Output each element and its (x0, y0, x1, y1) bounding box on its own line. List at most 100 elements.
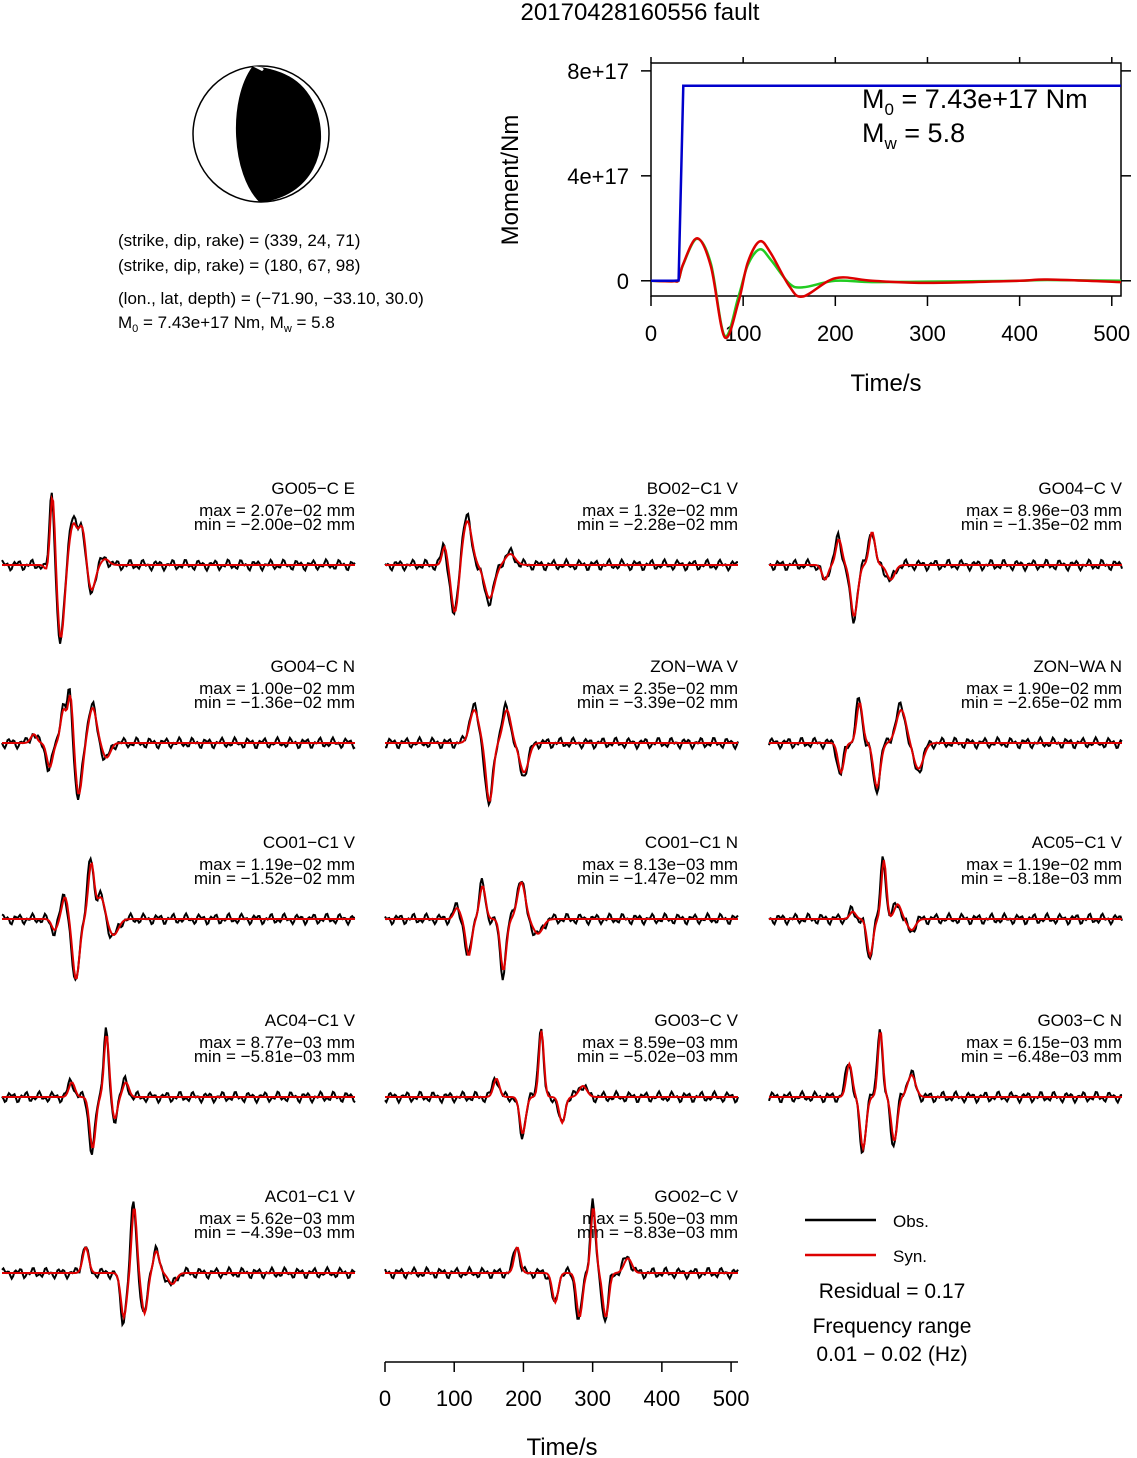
trace-max-label: max = 1.32e−02 mm (582, 501, 738, 520)
moment-xtick-label: 500 (1093, 321, 1130, 346)
moment-plot-series (650, 84, 1122, 340)
trace-station-label: CO01−C1 N (645, 833, 738, 852)
trace-min-label: min = −2.00e−02 mm (194, 515, 355, 534)
observed-trace (768, 696, 1123, 797)
trace-station-label: BO02−C1 V (647, 479, 739, 498)
trace-min-label: min = −5.02e−03 mm (577, 1047, 738, 1066)
observed-trace (768, 1029, 1123, 1155)
m0-subscript: 0 (132, 323, 138, 335)
waveform-xtick-label: 300 (574, 1386, 611, 1411)
observed-trace (1, 855, 356, 982)
residual-text: Residual = 0.17 (819, 1280, 966, 1303)
observed-trace (384, 512, 738, 616)
moment-plot-frame (650, 62, 1122, 297)
inset-mw-value: = 5.8 (897, 118, 965, 148)
mw-subscript: w (283, 323, 292, 335)
trace-max-label: max = 2.07e−02 mm (199, 501, 355, 520)
m0-symbol: M (118, 313, 132, 332)
trace-station-label: ZON−WA V (650, 657, 738, 676)
waveform-xtick-label: 0 (379, 1386, 391, 1411)
observed-trace (384, 878, 739, 981)
trace-min-label: min = −8.18e−03 mm (961, 869, 1122, 888)
legend-syn-label: Syn. (893, 1247, 927, 1266)
trace-max-label: max = 6.15e−03 mm (966, 1033, 1122, 1052)
synthetic-trace (769, 859, 1122, 959)
trace-min-label: min = −1.35e−02 mm (961, 515, 1122, 534)
moment-ytick-label: 4e+17 (567, 164, 629, 189)
synthetic-trace (2, 494, 355, 638)
figure-title: 20170428160556 fault (521, 0, 760, 26)
trace-max-label: max = 2.35e−02 mm (582, 679, 738, 698)
trace-min-label: min = −1.47e−02 mm (577, 869, 738, 888)
synthetic-trace (385, 1208, 738, 1318)
trace-min-label: min = −1.36e−02 mm (194, 693, 355, 712)
inset-mw-symbol: M (862, 118, 885, 148)
trace-max-label: max = 1.90e−02 mm (966, 679, 1122, 698)
waveform-time-axis-label: Time/s (526, 1434, 597, 1458)
nodal-plane-1: (strike, dip, rake) = (339, 24, 71) (118, 231, 360, 250)
synthetic-trace (769, 1032, 1122, 1153)
observed-trace (384, 699, 739, 808)
trace-max-label: max = 8.13e−03 mm (582, 855, 738, 874)
trace-station-label: CO01−C1 V (263, 833, 356, 852)
location-depth: (lon., lat, depth) = (−71.90, −33.10, 30… (118, 289, 424, 308)
trace-min-label: min = −3.39e−02 mm (577, 693, 738, 712)
synthetic-trace (385, 881, 738, 971)
moment-xtick-label: 300 (909, 321, 946, 346)
waveform-xtick-label: 400 (644, 1386, 681, 1411)
trace-max-label: max = 8.96e−03 mm (966, 501, 1122, 520)
cumulative-moment-line (651, 84, 1121, 283)
inset-mw-label: Mw = 5.8 (862, 118, 965, 153)
synthetic-trace (385, 1030, 738, 1134)
trace-station-label: AC05−C1 V (1032, 833, 1123, 852)
inset-m0-symbol: M (862, 84, 885, 114)
inset-mw-subscript: w (884, 134, 898, 153)
trace-max-label: max = 8.59e−03 mm (582, 1033, 738, 1052)
synthetic-trace (769, 531, 1122, 617)
synthetic-trace (385, 708, 738, 802)
moment-plot-ylabel: Moment/Nm (497, 115, 524, 246)
trace-min-label: min = −2.28e−02 mm (577, 515, 738, 534)
synthetic-trace (769, 702, 1122, 790)
observed-trace (768, 529, 1123, 624)
inset-m0-label: M0 = 7.43e+17 Nm (862, 84, 1088, 119)
beachball-compressional-quadrant (235, 65, 322, 203)
synthetic-trace (2, 861, 355, 980)
moment-ytick-label: 8e+17 (567, 59, 629, 84)
synthetic-trace (2, 694, 355, 795)
moment-magnitude-summary: M0 = 7.43e+17 Nm, Mw = 5.8 (118, 313, 335, 335)
trace-station-label: GO02−C V (654, 1187, 738, 1206)
trace-min-label: min = −1.52e−02 mm (194, 869, 355, 888)
trace-station-label: GO03−C V (654, 1011, 738, 1030)
frequency-range-title: Frequency range (813, 1315, 972, 1338)
inset-m0-value: = 7.43e+17 Nm (894, 84, 1088, 114)
frequency-range-value: 0.01 − 0.02 (Hz) (816, 1343, 967, 1366)
trace-max-label: max = 8.77e−03 mm (199, 1033, 355, 1052)
moment-xtick-label: 400 (1001, 321, 1038, 346)
synthetic-trace (2, 1035, 355, 1149)
trace-min-label: min = −5.81e−03 mm (194, 1047, 355, 1066)
trace-station-label: AC01−C1 V (265, 1187, 356, 1206)
observed-trace (1, 1201, 356, 1328)
m0-value-text: = 7.43e+17 Nm, M (138, 313, 284, 332)
trace-station-label: ZON−WA N (1033, 657, 1122, 676)
waveform-time-axis: Time/s 0 100 200 300 400 500 (379, 1361, 749, 1458)
trace-min-label: min = −6.48e−03 mm (961, 1047, 1122, 1066)
moment-ytick-label: 0 (617, 269, 629, 294)
beachball (192, 65, 330, 203)
moment-xtick-label: 200 (817, 321, 854, 346)
observed-trace (1, 492, 356, 644)
moment-xtick-label: 0 (645, 321, 657, 346)
